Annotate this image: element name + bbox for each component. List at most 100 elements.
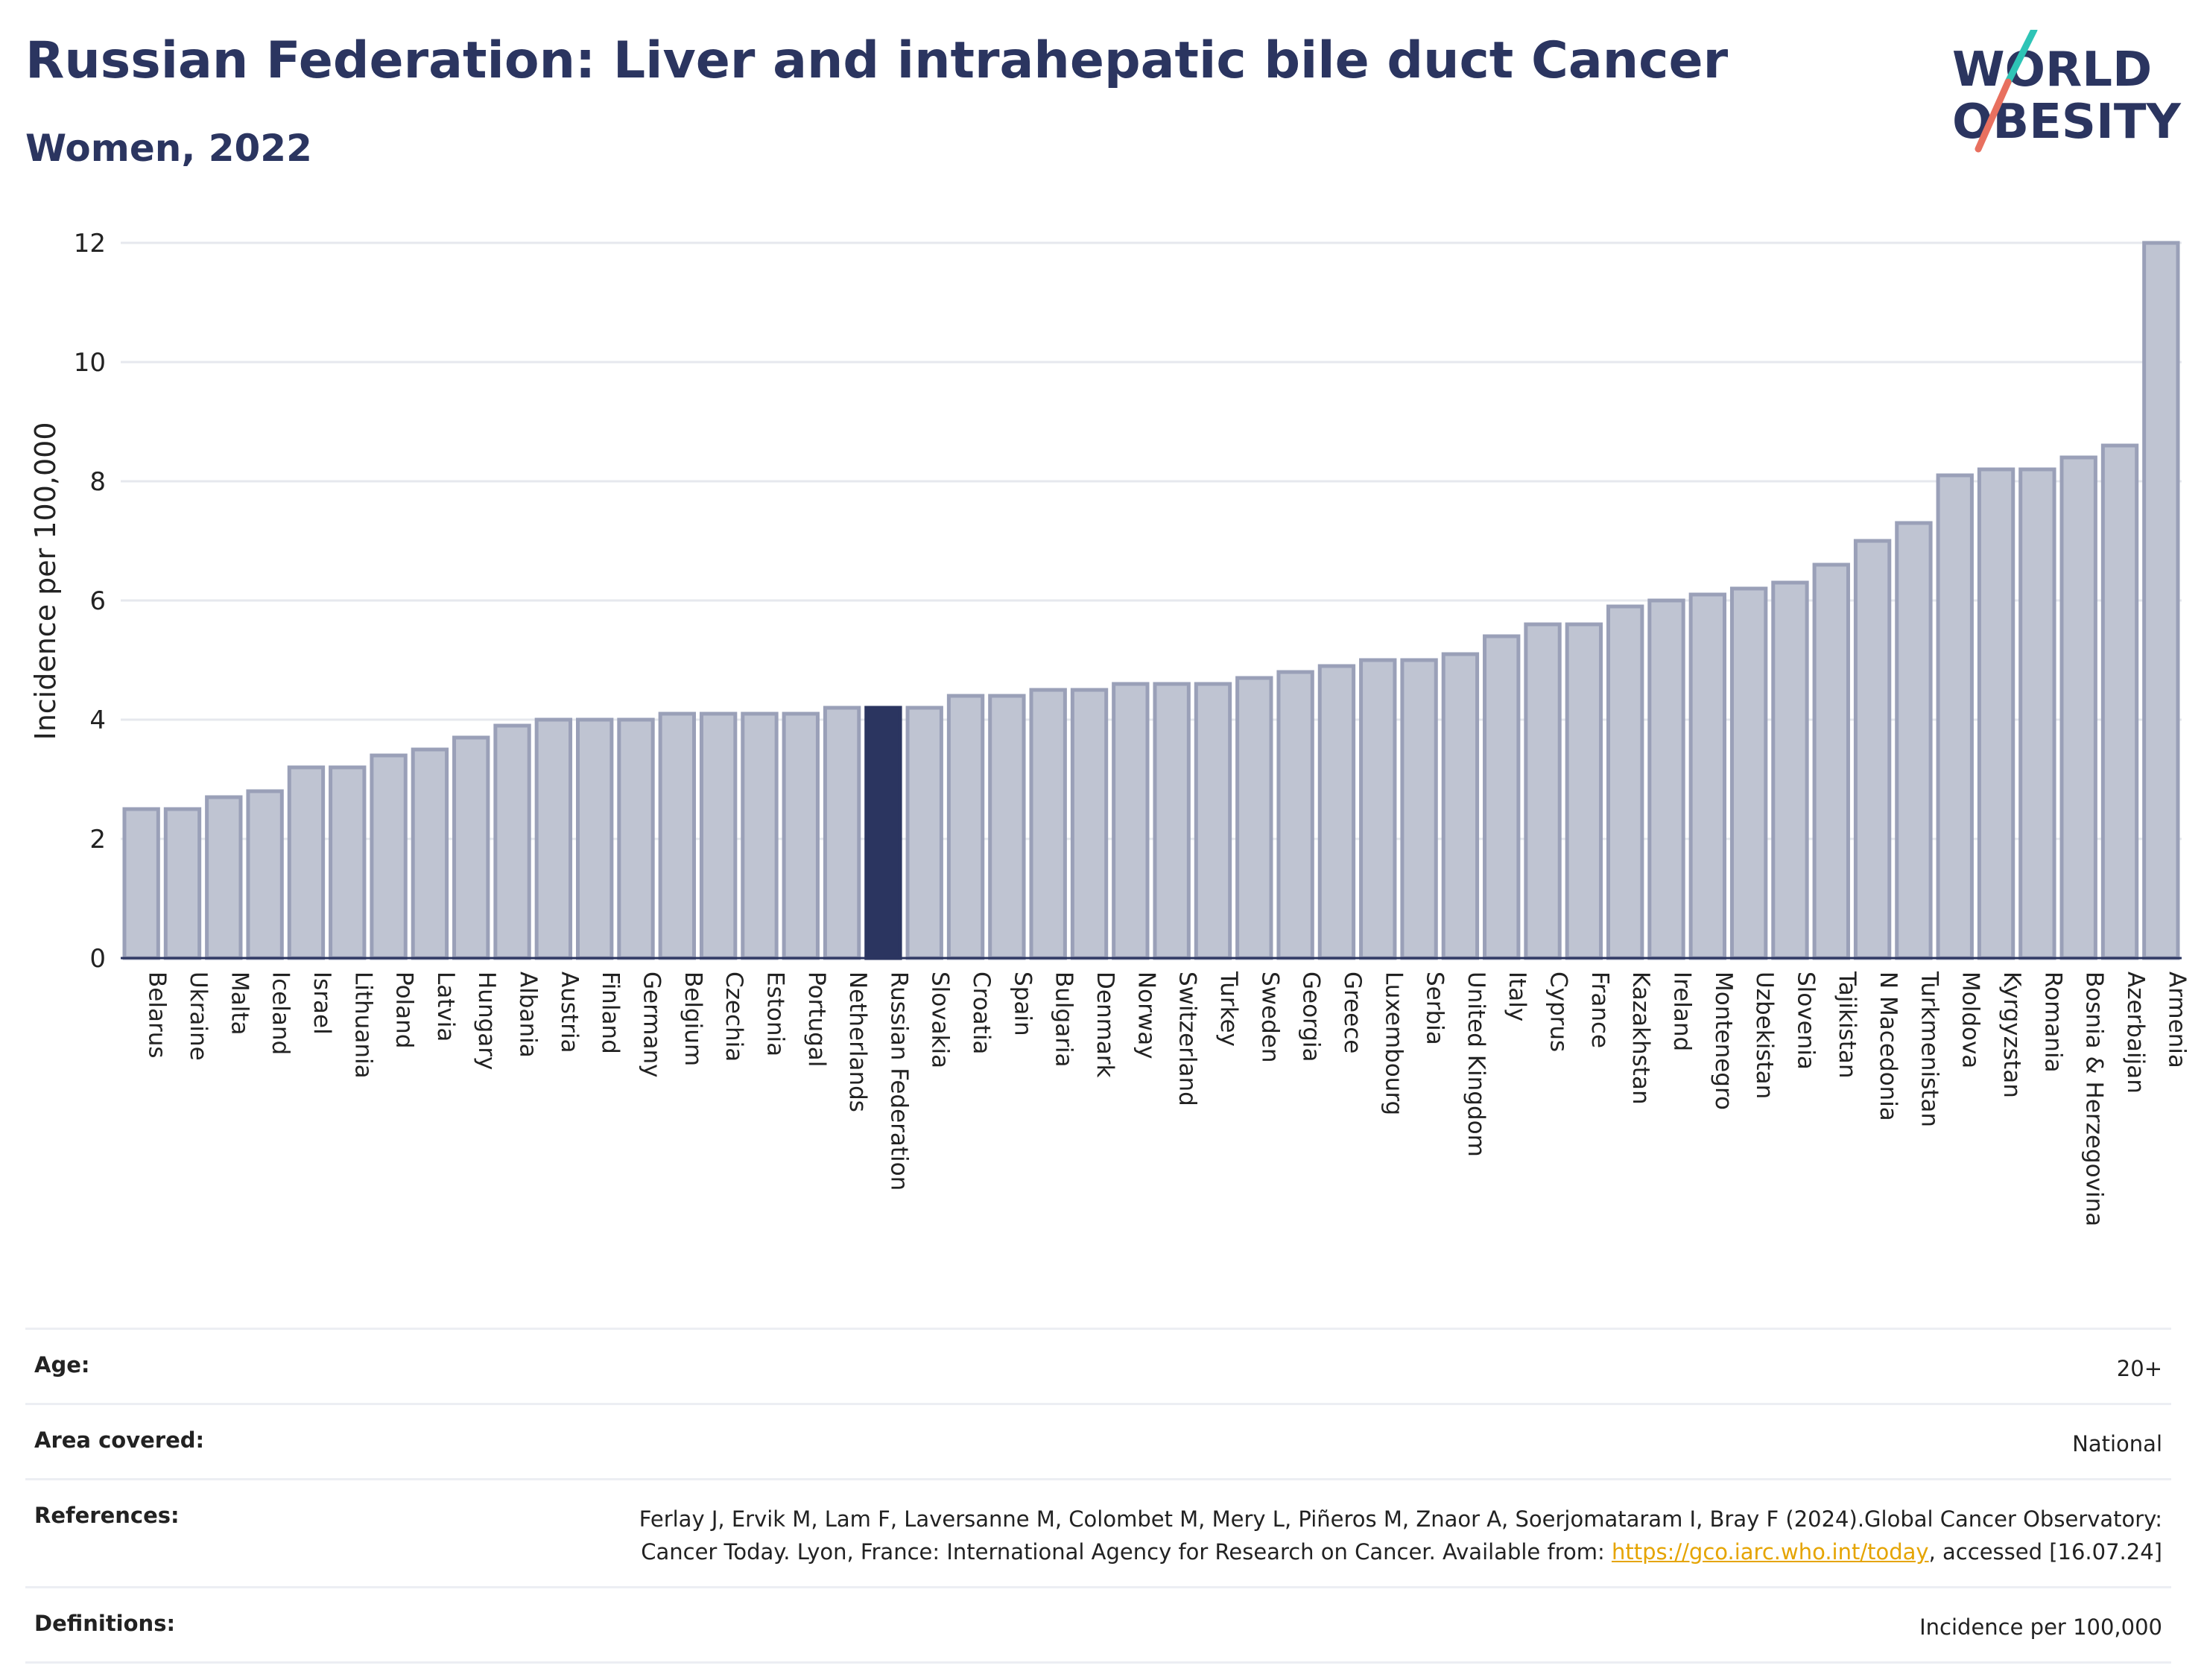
x-category-label: Hungary bbox=[473, 971, 500, 1070]
bar bbox=[575, 717, 614, 960]
bar bbox=[988, 694, 1026, 960]
definitions-value: Incidence per 100,000 bbox=[1919, 1614, 2162, 1640]
info-row-age: Age: 20+ bbox=[25, 1330, 2171, 1405]
x-category-label: Netherlands bbox=[844, 971, 871, 1112]
bar bbox=[1235, 676, 1273, 960]
bar bbox=[1317, 664, 1356, 960]
logo-word-1: WORLD bbox=[1952, 42, 2152, 98]
references-value: Ferlay J, Ervik M, Lam F, Laversanne M, … bbox=[612, 1503, 2162, 1568]
x-category-label: Czechia bbox=[721, 971, 747, 1062]
x-category-label: N Macedonia bbox=[1875, 971, 1901, 1121]
bar-chart: 0 2 4 6 8 10 12 Belarus Ukraine Malta Iceland Isra… bbox=[29, 229, 2191, 1226]
bar bbox=[1977, 467, 2015, 960]
bar bbox=[534, 717, 573, 960]
age-label: Age: bbox=[34, 1352, 90, 1378]
area-value: National bbox=[2072, 1431, 2162, 1456]
x-category-label: Belgium bbox=[680, 971, 706, 1066]
bar bbox=[1606, 604, 1644, 960]
bar bbox=[1359, 658, 1397, 960]
bar bbox=[782, 711, 820, 960]
bar bbox=[1070, 688, 1109, 960]
x-category-label: Lithuania bbox=[349, 971, 376, 1079]
x-category-label: Montenegro bbox=[1710, 971, 1737, 1110]
bar bbox=[1647, 598, 1685, 960]
y-tick-label: 2 bbox=[89, 825, 106, 855]
bar bbox=[1276, 670, 1314, 960]
x-category-label: Belarus bbox=[144, 971, 171, 1059]
x-category-label: Norway bbox=[1133, 971, 1159, 1059]
y-tick-label: 12 bbox=[74, 229, 106, 259]
bar bbox=[823, 706, 861, 960]
bar bbox=[1400, 658, 1438, 960]
bars bbox=[122, 241, 2180, 960]
references-link[interactable]: https://gco.iarc.who.int/today bbox=[1611, 1539, 1929, 1565]
info-row-area: Area covered: National bbox=[25, 1405, 2171, 1480]
bar bbox=[452, 735, 490, 960]
x-category-label: France bbox=[1586, 971, 1613, 1048]
x-category-label: Bulgaria bbox=[1051, 971, 1077, 1068]
references-text: Ferlay J, Ervik M, Lam F, Laversanne M, … bbox=[639, 1506, 2162, 1565]
x-category-label: Spain bbox=[1009, 971, 1036, 1036]
info-row-references: References: Ferlay J, Ervik M, Lam F, La… bbox=[25, 1480, 2171, 1588]
x-category-label: Italy bbox=[1504, 971, 1530, 1021]
x-category-label: Latvia bbox=[432, 971, 459, 1042]
bar bbox=[2059, 455, 2097, 960]
bar bbox=[1112, 682, 1150, 960]
x-category-label: Denmark bbox=[1092, 971, 1118, 1078]
x-category-label: Bosnia & Herzegovina bbox=[2081, 971, 2108, 1226]
info-table: Age: 20+ Area covered: National Referenc… bbox=[25, 1328, 2171, 1664]
x-category-label: Ireland bbox=[1669, 971, 1696, 1051]
x-category-label: United Kingdom bbox=[1463, 971, 1489, 1157]
bar bbox=[1771, 580, 1809, 960]
x-category-label: Turkey bbox=[1215, 971, 1242, 1047]
bar bbox=[1153, 682, 1191, 960]
bar bbox=[329, 765, 367, 960]
y-tick-label: 8 bbox=[89, 467, 106, 497]
age-value: 20+ bbox=[2116, 1356, 2162, 1381]
x-category-labels: Belarus Ukraine Malta Iceland Israel Lithuani… bbox=[144, 971, 2191, 1226]
references-accessed: , accessed [16.07.24] bbox=[1928, 1539, 2162, 1565]
references-label: References: bbox=[34, 1503, 180, 1528]
y-tick-label: 6 bbox=[89, 586, 106, 616]
x-category-label: Estonia bbox=[761, 971, 788, 1056]
bar bbox=[905, 706, 943, 960]
world-obesity-logo: WORLD OBESITY bbox=[1952, 30, 2181, 153]
bar bbox=[370, 753, 408, 960]
bar bbox=[1524, 622, 1562, 960]
page-subtitle: Women, 2022 bbox=[25, 127, 312, 170]
x-category-label: Armenia bbox=[2163, 971, 2190, 1068]
bar bbox=[1688, 592, 1727, 960]
bar bbox=[205, 795, 243, 960]
bar bbox=[493, 723, 531, 960]
bar bbox=[1895, 521, 1933, 960]
bar bbox=[287, 765, 326, 960]
x-category-label: Romania bbox=[2039, 971, 2066, 1073]
x-category-label: Albania bbox=[515, 971, 542, 1058]
x-category-label: Cyprus bbox=[1545, 971, 1572, 1052]
y-tick-label: 10 bbox=[74, 348, 106, 378]
info-row-definitions: Definitions: Incidence per 100,000 bbox=[25, 1588, 2171, 1664]
bar bbox=[699, 711, 738, 960]
x-category-label: Greece bbox=[1339, 971, 1366, 1053]
bar bbox=[2142, 241, 2180, 960]
bar bbox=[163, 807, 202, 960]
x-category-label: Austria bbox=[556, 971, 583, 1053]
bar bbox=[1853, 539, 1892, 960]
x-category-label: Ukraine bbox=[185, 971, 212, 1061]
logo-slash-teal bbox=[2004, 30, 2038, 86]
bar bbox=[658, 711, 697, 960]
definitions-label: Definitions: bbox=[34, 1611, 176, 1636]
bar bbox=[741, 711, 779, 960]
bar bbox=[2018, 467, 2056, 960]
y-tick-label: 0 bbox=[89, 944, 106, 974]
x-category-label: Moldova bbox=[1957, 971, 1984, 1068]
y-tick-labels: 0 2 4 6 8 10 12 bbox=[74, 229, 106, 974]
x-category-label: Russian Federation bbox=[885, 971, 912, 1191]
x-category-label: Iceland bbox=[267, 971, 294, 1055]
x-category-label: Israel bbox=[308, 971, 335, 1035]
x-category-label: Croatia bbox=[968, 971, 995, 1054]
bar bbox=[122, 807, 160, 960]
x-category-label: Slovenia bbox=[1792, 971, 1819, 1070]
x-category-label: Finland bbox=[597, 971, 624, 1054]
bar bbox=[1194, 682, 1232, 960]
